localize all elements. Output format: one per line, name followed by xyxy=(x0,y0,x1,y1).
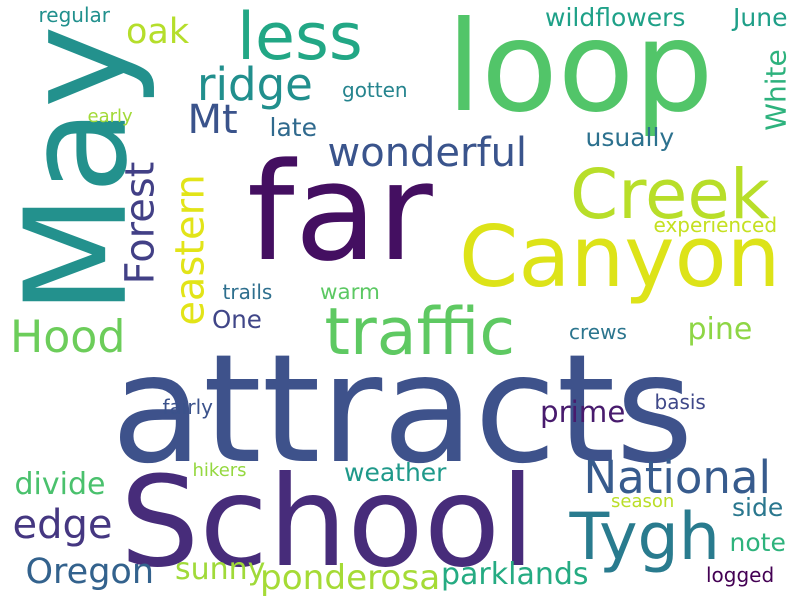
cloud-word: logged xyxy=(706,563,775,587)
cloud-word: oak xyxy=(126,12,190,52)
cloud-word: ponderosa xyxy=(260,557,441,598)
cloud-word: Canyon xyxy=(459,208,781,307)
cloud-word: hikers xyxy=(192,460,247,481)
cloud-word: far xyxy=(247,134,433,291)
cloud-word: pine xyxy=(687,312,753,347)
cloud-word: trails xyxy=(222,280,273,304)
cloud-word: experienced xyxy=(653,213,778,237)
cloud-word: wildflowers xyxy=(545,3,686,32)
cloud-word: basis xyxy=(654,390,706,414)
cloud-word: Hood xyxy=(10,311,126,363)
cloud-word: regular xyxy=(38,3,111,27)
cloud-word: sunny xyxy=(175,552,266,587)
cloud-word: parklands xyxy=(441,557,589,592)
cloud-word: less xyxy=(237,0,363,75)
cloud-word: traffic xyxy=(324,295,516,370)
cloud-word: early xyxy=(87,106,133,127)
cloud-word: June xyxy=(733,3,788,32)
cloud-word: Mt xyxy=(187,97,238,143)
cloud-word: attracts xyxy=(111,323,694,497)
cloud-word: prime xyxy=(540,394,626,429)
cloud-word: side xyxy=(732,493,784,522)
cloud-word: White xyxy=(759,49,793,131)
cloud-word: note xyxy=(729,528,786,557)
cloud-word: warm xyxy=(320,280,380,305)
cloud-word: loop xyxy=(446,0,714,140)
cloud-word: divide xyxy=(14,467,106,502)
cloud-word: wonderful xyxy=(327,130,528,176)
cloud-word: crews xyxy=(569,320,627,344)
cloud-word: eastern xyxy=(167,174,214,326)
cloud-word: usually xyxy=(585,123,675,152)
cloud-word: School xyxy=(120,450,535,595)
cloud-word: National xyxy=(583,451,772,504)
cloud-word: Forest xyxy=(116,161,163,284)
cloud-word: late xyxy=(269,113,317,142)
cloud-word: weather xyxy=(344,458,447,487)
cloud-word: Creek xyxy=(570,154,770,235)
cloud-word: gotten xyxy=(342,78,408,102)
cloud-word: edge xyxy=(12,502,113,548)
cloud-word: Oregon xyxy=(25,552,155,592)
cloud-word: season xyxy=(611,491,675,512)
cloud-word: fairly xyxy=(162,395,213,419)
cloud-word: ridge xyxy=(197,58,313,111)
cloud-word: One xyxy=(212,305,262,334)
cloud-word: Tygh xyxy=(569,500,721,575)
